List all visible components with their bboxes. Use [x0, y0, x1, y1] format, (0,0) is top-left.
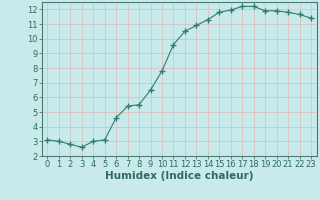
X-axis label: Humidex (Indice chaleur): Humidex (Indice chaleur): [105, 171, 253, 181]
